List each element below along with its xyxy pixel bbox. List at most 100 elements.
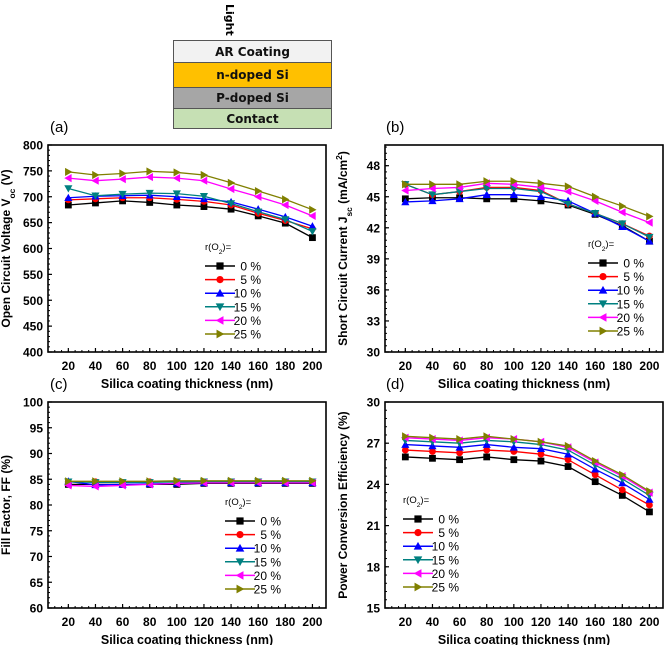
y-tick-label: 42 [367,221,381,235]
y-axis-label-part: Open Circuit Voltage V [0,198,13,327]
data-point [645,218,653,227]
y-axis-label-part: sc [344,207,354,217]
data-point [510,456,518,464]
y-tick-label: 80 [30,499,44,513]
legend-marker-icon [215,316,224,325]
layer-contact: Contact [173,108,332,129]
legend-title-part: 2 [219,249,223,256]
y-tick-label: 39 [367,252,381,266]
y-tick-label: 800 [23,139,43,153]
x-axis-label: Silica coating thickness (nm) [438,633,610,645]
y-tick-label: 750 [23,164,43,178]
x-tick-label: 120 [531,359,551,373]
y-tick-label: 30 [367,396,381,410]
legend-title: r(O2)= [225,497,252,511]
layer-p-doped-si: P-doped Si [173,87,332,109]
series-25pct [65,167,317,214]
data-point [563,187,572,196]
data-point [564,463,572,470]
x-tick-label: 40 [89,615,103,629]
legend-label: 25 % [617,325,645,339]
data-point [227,205,235,213]
series-line [68,480,313,482]
series-20pct [64,173,316,220]
y-tick-label: 600 [23,242,43,256]
legend: r(O2)= 0 %5 %10 %15 %20 %25 % [588,239,644,339]
legend-marker-icon [235,571,244,580]
legend-marker-icon [215,288,225,297]
legend-marker-icon [414,582,423,592]
y-tick-label: 27 [367,437,381,451]
data-point [64,193,73,202]
y-axis-label: Short Circuit Current Jsc (mA/cm2) [334,151,354,346]
y-axis-label-part: (mA/cm [336,160,350,207]
data-point [401,186,409,195]
legend-title-part: r(O [205,242,219,253]
data-point [619,470,627,479]
x-tick-label: 100 [504,615,524,629]
legend-marker-icon [236,584,245,594]
series-line [68,176,313,217]
data-point [428,196,437,205]
legend: r(O2)= 0 %5 %10 %15 %20 %25 % [225,497,281,597]
x-tick-label: 20 [62,359,76,373]
series-line [68,187,313,233]
data-point [91,176,99,185]
data-point [591,471,599,479]
y-tick-label: 30 [367,346,381,360]
data-point [536,192,546,201]
legend-marker-icon [598,300,608,309]
legend-title-part: r(O [588,239,602,250]
x-tick-label: 140 [221,359,241,373]
legend-title-part: 2 [417,502,421,509]
data-point [646,212,654,221]
data-point [173,168,181,177]
x-tick-label: 160 [248,615,268,629]
plot-frame [47,401,327,609]
x-tick-label: 120 [531,615,551,629]
data-point [119,477,127,486]
y-tick-label: 18 [367,560,381,574]
y-tick-label: 45 [367,190,381,204]
panel-label: (c) [50,376,68,393]
legend-marker-icon [235,558,245,567]
data-point [173,201,181,209]
y-tick-label: 450 [23,320,43,334]
legend-label: 20 % [234,314,262,328]
y-axis-label-part: Fill Factor, FF (%) [0,455,13,555]
data-point [64,174,72,183]
x-tick-label: 20 [399,359,413,373]
data-point [282,195,290,204]
plot-frame [47,144,327,353]
data-point [64,201,72,209]
legend-label: 15 % [617,297,645,311]
x-axis-label: Silica coating thickness (nm) [438,377,610,391]
data-point [510,195,518,203]
data-point [591,192,600,201]
data-point [281,200,289,210]
legend-marker-icon [235,543,245,552]
legend-label: 10 % [432,540,460,554]
data-point [145,189,154,198]
legend-label: 15 % [234,300,262,314]
legend-label: 10 % [254,542,282,556]
data-point [145,173,153,182]
x-tick-label: 200 [639,615,659,629]
data-point [537,450,545,458]
y-axis-label: Power Conversion Efficiency (%) [336,411,350,598]
legend-item: 15 % [403,553,459,567]
legend-item: 0 % [403,513,459,527]
data-point [401,453,409,461]
legend-item: 10 % [205,287,261,301]
legend-item: 20 % [403,567,459,581]
data-point [172,174,181,183]
series-25pct [402,177,654,221]
x-tick-label: 180 [612,359,632,373]
x-tick-label: 80 [143,615,157,629]
legend-title-part: )= [242,497,251,508]
data-point [308,222,317,230]
x-tick-label: 180 [612,615,632,629]
y-axis-label-part: Short Circuit Current J [336,216,350,345]
data-point [91,192,100,200]
